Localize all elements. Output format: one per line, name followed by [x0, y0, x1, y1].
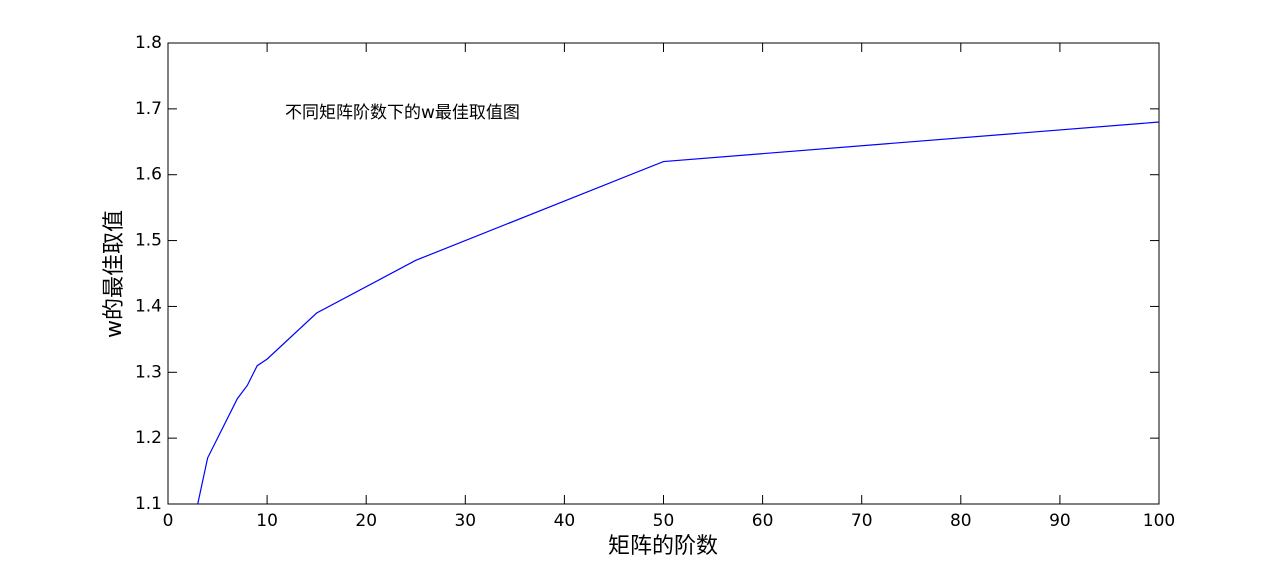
data-line — [197, 121, 1160, 505]
y-tick-label: 1.4 — [135, 296, 162, 316]
annotation: 不同矩阵阶数下的w最佳取值图 — [285, 103, 520, 123]
x-tick-label: 90 — [1049, 511, 1071, 531]
y-tick-label: 1.3 — [135, 362, 162, 382]
x-tick-label: 30 — [454, 511, 476, 531]
y-tick-label: 1.2 — [135, 428, 162, 448]
y-axis-label: w的最佳取值 — [102, 210, 127, 338]
x-tick-label: 100 — [1143, 511, 1175, 531]
x-tick-label: 10 — [256, 511, 278, 531]
x-tick-label: 50 — [653, 511, 675, 531]
plot-frame — [167, 42, 1160, 505]
y-tick-label: 1.7 — [135, 99, 162, 119]
x-tick-label: 0 — [163, 511, 174, 531]
x-tick-label: 60 — [752, 511, 774, 531]
x-axis-label: 矩阵的阶数 — [608, 534, 718, 559]
y-tick-label: 1.5 — [135, 231, 162, 251]
y-tick-label: 1.1 — [135, 494, 162, 514]
x-tick-label: 40 — [554, 511, 576, 531]
x-tick-label: 70 — [851, 511, 873, 531]
x-tick-label: 80 — [950, 511, 972, 531]
y-tick-label: 1.6 — [135, 165, 162, 185]
x-tick-label: 20 — [355, 511, 377, 531]
y-tick-label: 1.8 — [135, 33, 162, 53]
